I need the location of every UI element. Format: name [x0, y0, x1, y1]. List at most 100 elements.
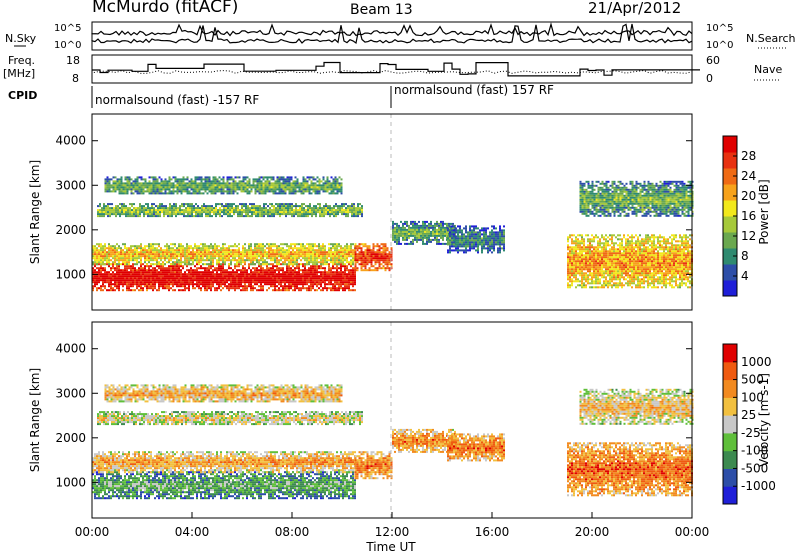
echo-cell: [149, 211, 151, 214]
echo-cell: [449, 243, 451, 246]
echo-cell: [160, 279, 162, 282]
echo-cell: [270, 285, 272, 288]
echo-cell: [316, 279, 318, 282]
echo-cell: [194, 178, 197, 181]
echo-cell: [318, 277, 320, 280]
echo-cell: [324, 245, 326, 248]
echo-cell: [292, 251, 294, 254]
echo-cell: [262, 253, 264, 256]
echo-cell: [96, 263, 98, 266]
echo-cell: [112, 275, 114, 278]
echo-cell: [129, 207, 131, 210]
echo-cell: [471, 243, 473, 246]
echo-cell: [471, 233, 473, 236]
echo-cell: [215, 211, 217, 214]
echo-cell: [322, 251, 324, 254]
echo-cell: [414, 224, 416, 227]
echo-cell: [238, 279, 240, 282]
echo-cell: [242, 259, 244, 262]
echo-cell: [239, 209, 241, 212]
echo-cell: [163, 215, 165, 218]
echo-cell: [208, 245, 210, 248]
echo-cell: [205, 207, 207, 210]
echo-cell: [288, 180, 291, 183]
echo-cell: [120, 182, 123, 185]
echo-cell: [232, 190, 235, 193]
echo-cell: [264, 176, 267, 179]
echo-cell: [345, 213, 347, 216]
echo-cell: [288, 285, 290, 288]
echo-cell: [119, 211, 121, 214]
echo-cell: [142, 192, 145, 195]
echo-cell: [160, 182, 163, 185]
echo-cell: [360, 249, 363, 252]
echo-cell: [186, 176, 189, 179]
echo-cell: [416, 240, 418, 243]
echo-cell: [166, 182, 169, 185]
echo-cell: [220, 289, 222, 292]
echo-cell: [220, 259, 222, 262]
echo-cell: [406, 232, 408, 235]
echo-cell: [185, 215, 187, 218]
echo-cell: [451, 245, 453, 248]
echo-cell: [320, 271, 322, 274]
echo-cell: [198, 249, 200, 252]
echo-cell: [296, 275, 298, 278]
echo-cell: [148, 273, 150, 276]
echo-cell: [123, 209, 125, 212]
echo-cell: [292, 192, 295, 195]
echo-cell: [290, 176, 293, 179]
echo-cell: [364, 245, 367, 248]
echo-cell: [92, 267, 94, 270]
echo-cell: [312, 243, 314, 246]
echo-cell: [154, 178, 157, 181]
echo-cell: [234, 263, 236, 266]
echo-cell: [291, 203, 293, 206]
echo-cell: [301, 207, 303, 210]
echo-cell: [261, 213, 263, 216]
echo-cell: [136, 287, 138, 290]
echo-cell: [223, 213, 225, 216]
echo-cell: [176, 281, 178, 284]
echo-cell: [444, 228, 446, 231]
echo-cell: [138, 176, 141, 179]
echo-cell: [300, 277, 302, 280]
echo-cell: [266, 275, 268, 278]
echo-cell: [150, 188, 153, 191]
echo-cell: [204, 184, 207, 187]
echo-cell: [179, 205, 181, 208]
echo-cell: [194, 275, 196, 278]
echo-cell: [424, 220, 426, 223]
echo-cell: [270, 257, 272, 260]
echo-cell: [318, 271, 320, 274]
echo-cell: [166, 269, 168, 272]
echo-cell: [322, 281, 324, 284]
echo-cell: [330, 184, 333, 187]
echo-cell: [242, 182, 245, 185]
echo-cell: [162, 269, 164, 272]
echo-cell: [270, 188, 273, 191]
echo-cell: [212, 176, 215, 179]
echo-cell: [330, 253, 332, 256]
echo-cell: [176, 192, 179, 195]
echo-cell: [256, 257, 258, 260]
echo-cell: [336, 273, 338, 276]
echo-cell: [192, 271, 194, 274]
echo-cell: [342, 247, 344, 250]
echo-cell: [210, 285, 212, 288]
echo-cell: [285, 205, 287, 208]
echo-cell: [110, 251, 112, 254]
echo-cell: [262, 271, 264, 274]
echo-cell: [154, 255, 156, 258]
noise-search-line: [91, 23, 693, 45]
echo-cell: [136, 188, 139, 191]
echo-cell: [144, 271, 146, 274]
echo-cell: [192, 283, 194, 286]
echo-cell: [353, 215, 355, 218]
echo-cell: [334, 251, 336, 254]
echo-cell: [467, 243, 469, 246]
echo-cell: [232, 182, 235, 185]
echo-cell: [240, 182, 243, 185]
echo-cell: [272, 277, 274, 280]
echo-cell: [136, 190, 139, 193]
